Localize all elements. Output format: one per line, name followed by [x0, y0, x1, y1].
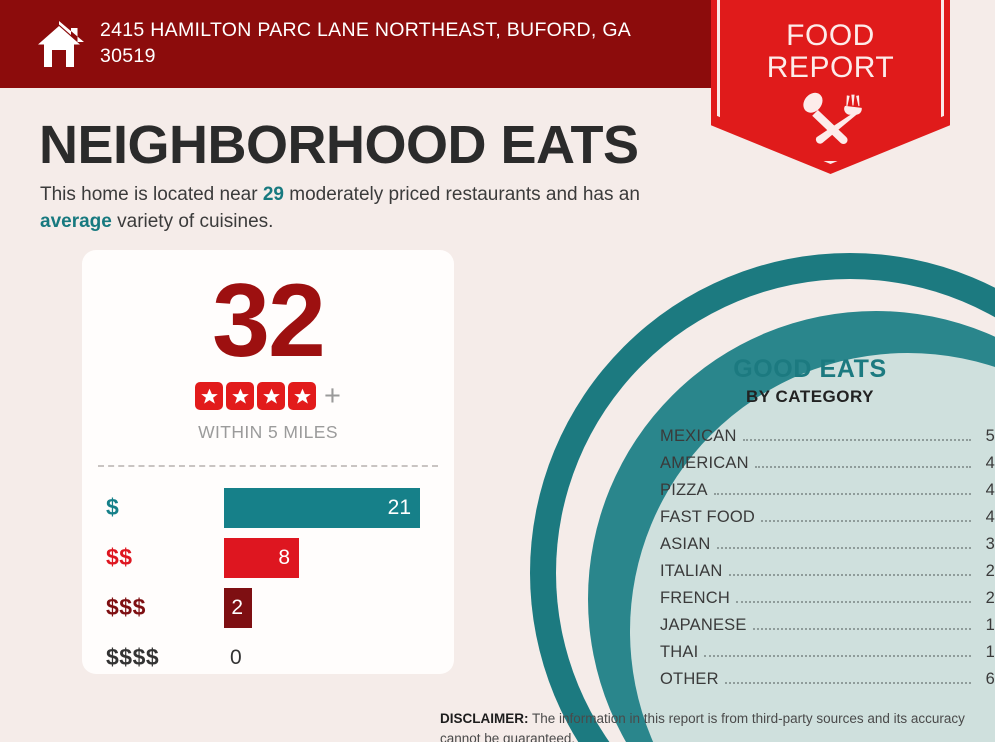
- list-item: MEXICAN 5: [660, 427, 995, 454]
- disclaimer-text: The information in this report is from t…: [440, 711, 965, 742]
- category-name: FAST FOOD: [660, 508, 756, 526]
- price-level-label: $$: [106, 544, 133, 571]
- list-item: AMERICAN 4: [660, 454, 995, 481]
- category-name: JAPANESE: [660, 616, 747, 634]
- list-item: OTHER 6: [660, 670, 995, 697]
- leader-dots: [704, 655, 971, 657]
- price-level-label: $$$$: [106, 644, 160, 671]
- spoon-fork-icon: [711, 91, 950, 152]
- food-report-badge: FOOD REPORT: [711, 0, 950, 174]
- category-name: AMERICAN: [660, 454, 749, 472]
- chart-row: $$$$ 0: [106, 636, 436, 680]
- restaurant-score-card: 32 + WITHIN 5 MILES $ 21: [82, 250, 454, 674]
- subtitle-part2: moderately priced restaurants and has an: [283, 184, 640, 205]
- category-count: 4: [985, 454, 995, 472]
- subtitle-part3: variety of cuisines.: [111, 210, 274, 232]
- list-item: ASIAN 3: [660, 535, 995, 562]
- list-item: ITALIAN 2: [660, 562, 995, 589]
- list-item: JAPANESE 1: [660, 616, 995, 643]
- category-name: THAI: [660, 643, 699, 661]
- disclaimer-label: DISCLAIMER:: [440, 711, 529, 726]
- within-distance-label: WITHIN 5 MILES: [198, 421, 338, 442]
- category-name: ITALIAN: [660, 562, 723, 580]
- chart-row: $$ 8: [106, 536, 436, 580]
- leader-dots: [761, 520, 971, 522]
- leader-dots: [742, 439, 971, 441]
- page-subtitle: This home is located near 29 moderately …: [40, 182, 690, 236]
- category-count: 2: [985, 589, 995, 607]
- price-level-label: $$$: [106, 594, 146, 621]
- category-count: 5: [985, 427, 995, 445]
- good-eats-panel: GOOD EATS BY CATEGORY MEXICAN 5 AMERICAN…: [660, 355, 995, 697]
- plus-icon: +: [324, 379, 341, 412]
- category-count: 1: [985, 643, 995, 661]
- star-icon: [288, 382, 317, 411]
- bar-track: 2: [224, 587, 436, 628]
- good-eats-subtitle: BY CATEGORY: [746, 387, 874, 406]
- category-name: MEXICAN: [660, 427, 737, 445]
- star-icon: [257, 382, 286, 411]
- home-icon: [32, 17, 86, 71]
- category-count: 6: [985, 670, 995, 688]
- bar-track: 21: [224, 487, 436, 528]
- page-title: NEIGHBORHOOD EATS: [39, 115, 639, 175]
- subtitle-part1: This home is located near: [40, 184, 263, 205]
- badge-title-line2: REPORT: [766, 51, 895, 85]
- chart-row: $ 21: [106, 486, 436, 530]
- category-count: 4: [985, 508, 995, 526]
- leader-dots: [713, 493, 971, 495]
- bar-track: 0: [224, 638, 436, 678]
- price-level-bar-chart: $ 21 $$ 8 $$$ 2 $$$$ 0: [82, 486, 454, 680]
- leader-dots: [728, 574, 971, 576]
- leader-dots: [735, 601, 971, 603]
- subtitle-variety: average: [40, 210, 112, 232]
- leader-dots: [716, 547, 971, 549]
- star-icon: [226, 382, 255, 411]
- list-item: PIZZA 4: [660, 481, 995, 508]
- address-header-bar: 2415 HAMILTON PARC LANE NORTHEAST, BUFOR…: [0, 0, 711, 88]
- chart-row: $$$ 2: [106, 586, 436, 630]
- good-eats-title: GOOD EATS: [733, 355, 887, 383]
- bar-value: 0: [230, 645, 242, 669]
- leader-dots: [752, 628, 971, 630]
- category-name: OTHER: [660, 670, 719, 688]
- restaurant-count: 32: [212, 263, 326, 379]
- category-name: PIZZA: [660, 481, 708, 499]
- bar-track: 8: [224, 537, 436, 578]
- badge-title-line1: FOOD: [786, 19, 875, 52]
- category-name: ASIAN: [660, 535, 711, 553]
- leader-dots: [754, 466, 971, 468]
- property-address: 2415 HAMILTON PARC LANE NORTHEAST, BUFOR…: [100, 19, 631, 67]
- star-icon: [195, 382, 224, 411]
- star-rating: +: [82, 379, 454, 412]
- good-eats-list: MEXICAN 5 AMERICAN 4 PIZZA 4 FAST FOOD 4…: [660, 427, 995, 697]
- list-item: FAST FOOD 4: [660, 508, 995, 535]
- list-item: FRENCH 2: [660, 589, 995, 616]
- price-level-label: $: [106, 494, 120, 521]
- card-divider: [98, 464, 438, 467]
- badge-border: [717, 0, 944, 164]
- category-count: 2: [985, 562, 995, 580]
- disclaimer: DISCLAIMER: The information in this repo…: [440, 709, 980, 742]
- bar-value: 21: [224, 487, 420, 528]
- badge-title: FOOD REPORT: [711, 0, 950, 85]
- category-count: 1: [985, 616, 995, 634]
- bar-value: 2: [224, 587, 252, 628]
- subtitle-restaurant-count: 29: [262, 184, 284, 205]
- bar-value: 8: [224, 537, 299, 578]
- category-count: 4: [985, 481, 995, 499]
- leader-dots: [724, 682, 971, 684]
- list-item: THAI 1: [660, 643, 995, 670]
- category-count: 3: [985, 535, 995, 553]
- category-name: FRENCH: [660, 589, 730, 607]
